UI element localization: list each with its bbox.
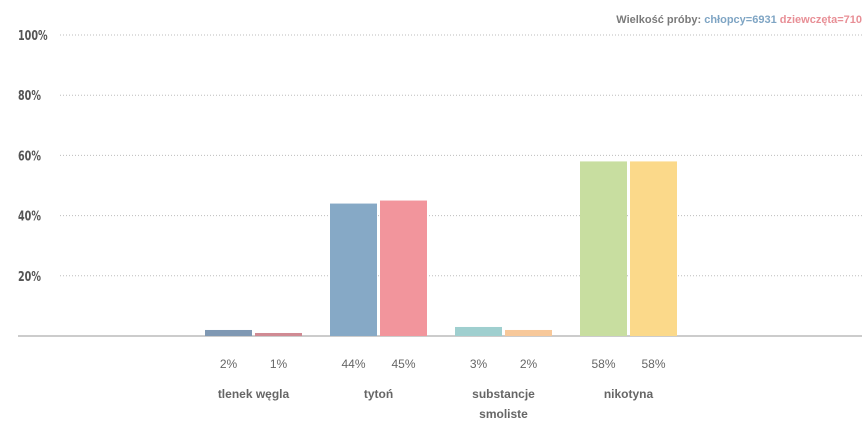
y-tick-label: 100% <box>18 28 48 43</box>
value-label: 44% <box>341 357 365 371</box>
value-label: 2% <box>520 357 538 371</box>
value-label: 1% <box>270 357 288 371</box>
value-label: 3% <box>470 357 488 371</box>
bar <box>330 203 377 336</box>
sample-size-label: Wielkość próby: <box>616 14 702 26</box>
value-label: 2% <box>220 357 238 371</box>
category-label: tytoń <box>364 387 393 401</box>
bar <box>630 161 677 336</box>
y-tick-label: 40% <box>18 209 41 224</box>
value-label: 45% <box>391 357 415 371</box>
bar <box>455 326 502 336</box>
category-label: substancje <box>472 387 535 401</box>
sample-size-boys: chłopcy=6931 <box>704 14 777 26</box>
y-tick-label: 60% <box>18 148 41 163</box>
bar <box>255 332 302 336</box>
value-label: 58% <box>641 357 665 371</box>
category-label: smoliste <box>479 407 528 421</box>
category-label: nikotyna <box>604 387 654 401</box>
bar <box>505 329 552 336</box>
value-label: 58% <box>591 357 615 371</box>
sample-size-girls: dziewczęta=710 <box>779 14 862 26</box>
sample-size-note: Wielkość próby: chłopcy=6931 dziewczęta=… <box>616 14 862 26</box>
category-label: tlenek węgla <box>218 387 290 401</box>
y-tick-label: 80% <box>18 88 41 103</box>
bar <box>580 161 627 336</box>
bar <box>205 329 252 336</box>
bar <box>380 200 427 336</box>
y-tick-label: 20% <box>18 269 41 284</box>
